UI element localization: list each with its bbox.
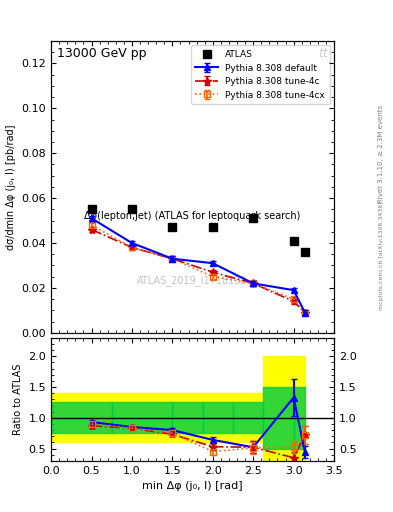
Text: tt: tt	[319, 47, 329, 60]
Line: ATLAS: ATLAS	[87, 205, 309, 256]
ATLAS	[291, 238, 296, 244]
ATLAS	[89, 206, 94, 212]
Text: mcplots.cern.ch [arXiv:1306.3436]: mcplots.cern.ch [arXiv:1306.3436]	[379, 202, 384, 310]
ATLAS	[210, 224, 215, 230]
Text: Δφ(lepton,jet) (ATLAS for leptoquark search): Δφ(lepton,jet) (ATLAS for leptoquark sea…	[84, 211, 301, 221]
X-axis label: min Δφ (j₀, l) [rad]: min Δφ (j₀, l) [rad]	[142, 481, 243, 491]
Text: ATLAS_2019_I1718132: ATLAS_2019_I1718132	[137, 275, 248, 286]
Text: Rivet 3.1.10, ≥ 2.3M events: Rivet 3.1.10, ≥ 2.3M events	[378, 104, 384, 203]
ATLAS	[303, 249, 307, 255]
Legend: ATLAS, Pythia 8.308 default, Pythia 8.308 tune-4c, Pythia 8.308 tune-4cx: ATLAS, Pythia 8.308 default, Pythia 8.30…	[191, 46, 330, 104]
Text: 13000 GeV pp: 13000 GeV pp	[57, 47, 146, 60]
Y-axis label: Ratio to ATLAS: Ratio to ATLAS	[13, 364, 23, 435]
ATLAS	[170, 224, 175, 230]
ATLAS	[130, 206, 134, 212]
Y-axis label: dσ/dmin Δφ (j₀, l) [pb/rad]: dσ/dmin Δφ (j₀, l) [pb/rad]	[6, 124, 16, 250]
ATLAS	[251, 215, 255, 221]
